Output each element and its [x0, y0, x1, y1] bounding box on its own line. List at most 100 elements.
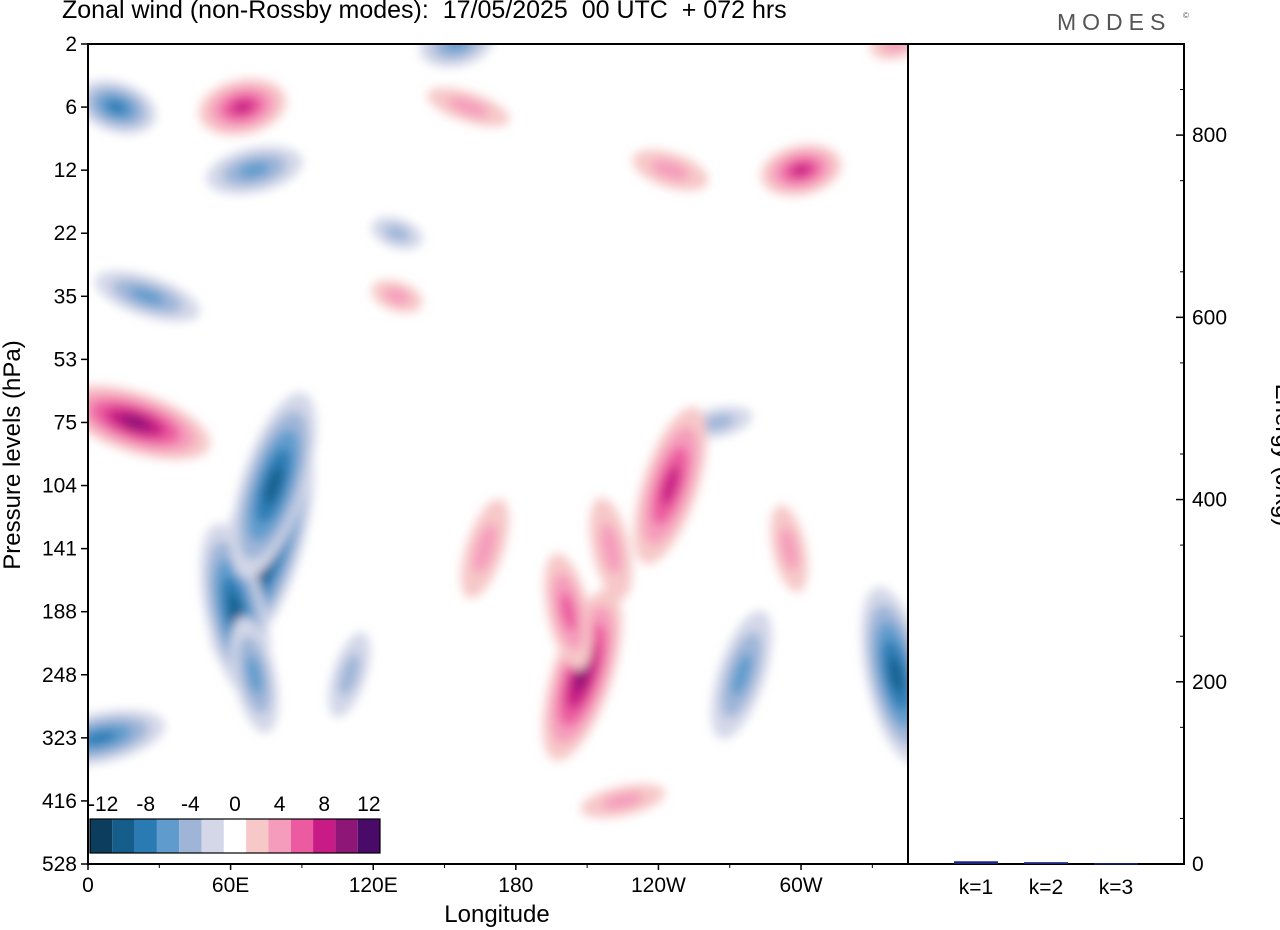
x-tick-label: 0	[82, 874, 94, 897]
y-tick-label: 141	[42, 538, 77, 561]
wind-feature	[371, 216, 423, 250]
wind-feature	[544, 553, 593, 670]
x-tick-label: 60W	[779, 874, 822, 897]
wind-contour	[447, 97, 489, 117]
wind-contour	[883, 44, 908, 52]
wind-contour	[700, 414, 735, 431]
wind-feature	[633, 407, 707, 565]
wind-contour	[129, 287, 165, 305]
wind-feature	[770, 505, 808, 593]
energy-category-label: k=2	[1029, 876, 1063, 899]
wind-feature	[371, 280, 423, 313]
colorbar-swatch	[223, 819, 247, 853]
colorbar-swatch	[201, 819, 224, 853]
energy-bar	[1094, 863, 1138, 865]
x-tick-label: 180	[498, 874, 533, 897]
colorbar-swatch	[134, 819, 157, 853]
chart-title: Zonal wind (non-Rossby modes): 17/05/202…	[62, 0, 787, 24]
wind-feature	[88, 709, 165, 766]
copyright-mark: ©	[1183, 11, 1189, 20]
x-axis-title: Longitude	[444, 901, 549, 928]
colorbar-swatch	[246, 819, 269, 853]
wind-feature	[460, 498, 509, 599]
wind-contour	[790, 163, 812, 177]
wind-contour	[661, 465, 680, 506]
wind-feature	[861, 586, 908, 763]
wind-feature	[542, 589, 623, 761]
x-tick-label: 60E	[212, 874, 249, 897]
colorbar-label: -12	[88, 793, 118, 816]
wind-contour	[339, 653, 360, 696]
y-tick-label: 22	[54, 222, 77, 245]
colorbar-label: 8	[318, 793, 330, 816]
colorbar-swatch	[335, 819, 358, 853]
y-tick-label: 2	[65, 33, 77, 56]
wind-contour	[106, 100, 127, 114]
energy-bar	[954, 861, 998, 864]
y-tick-label: 12	[54, 159, 77, 182]
wind-contour	[88, 730, 117, 745]
wind-contour	[731, 653, 752, 697]
colorbar-frame	[89, 818, 381, 854]
colorbar-swatch	[156, 819, 180, 853]
wind-contour	[779, 526, 799, 571]
colorbar-swatch	[112, 819, 135, 853]
wind-feature	[328, 632, 371, 718]
wind-contour	[231, 100, 254, 115]
energy-axis-title: Energy (J/kg)	[1270, 384, 1280, 527]
energy-tick-label: 400	[1192, 489, 1227, 512]
colorbar-swatch	[290, 819, 314, 853]
wind-contour	[651, 159, 690, 181]
wind-contour	[246, 655, 263, 695]
y-tick-label: 53	[54, 348, 77, 371]
wind-feature	[230, 392, 317, 579]
wind-feature	[632, 149, 709, 191]
wind-feature	[88, 385, 211, 460]
wind-feature	[198, 78, 287, 136]
wind-contour	[601, 792, 644, 810]
energy-tick-label: 800	[1192, 124, 1227, 147]
y-tick-label: 35	[54, 285, 77, 308]
wind-contour	[384, 225, 410, 242]
wind-feature	[711, 610, 772, 739]
wind-feature	[760, 144, 842, 196]
x-tick-label: 120E	[349, 874, 398, 897]
wind-contour	[560, 592, 577, 632]
wind-feature	[230, 616, 279, 734]
modes-logo: MODES	[1057, 9, 1172, 35]
wind-feature	[427, 87, 510, 127]
colorbar-swatch	[90, 819, 113, 853]
colorbar-swatch	[268, 819, 291, 853]
wind-contour	[472, 523, 497, 574]
y-tick-label: 188	[42, 601, 77, 624]
colorbar-label: -8	[136, 793, 155, 816]
energy-tick-label: 200	[1192, 671, 1227, 694]
wind-feature	[419, 44, 494, 68]
y-tick-label: 104	[42, 475, 77, 498]
y-tick-label: 323	[42, 727, 77, 750]
wind-contour	[384, 288, 410, 305]
colorbar-label: 12	[357, 793, 380, 816]
wind-contour	[444, 44, 469, 52]
wind-feature	[589, 497, 633, 600]
colorbar-swatch	[357, 819, 380, 853]
y-tick-label: 6	[65, 96, 77, 119]
colorbar-label: 4	[274, 793, 286, 816]
energy-tick-label: 600	[1192, 306, 1227, 329]
energy-bar	[1024, 862, 1068, 864]
colorbar-swatch	[179, 819, 202, 853]
y-tick-label: 528	[42, 853, 77, 876]
wind-feature	[206, 146, 303, 195]
y-tick-label: 75	[54, 411, 77, 434]
wind-contour	[264, 466, 282, 505]
energy-category-label: k=1	[959, 876, 993, 899]
y-tick-label: 416	[42, 790, 77, 813]
colorbar-swatch	[313, 819, 336, 853]
wind-field	[88, 44, 908, 818]
wind-contour	[120, 415, 151, 430]
energy-bars: k=1 k=2 k=3	[954, 861, 1138, 899]
wind-contour	[238, 162, 271, 179]
energy-category-label: k=3	[1099, 876, 1133, 899]
